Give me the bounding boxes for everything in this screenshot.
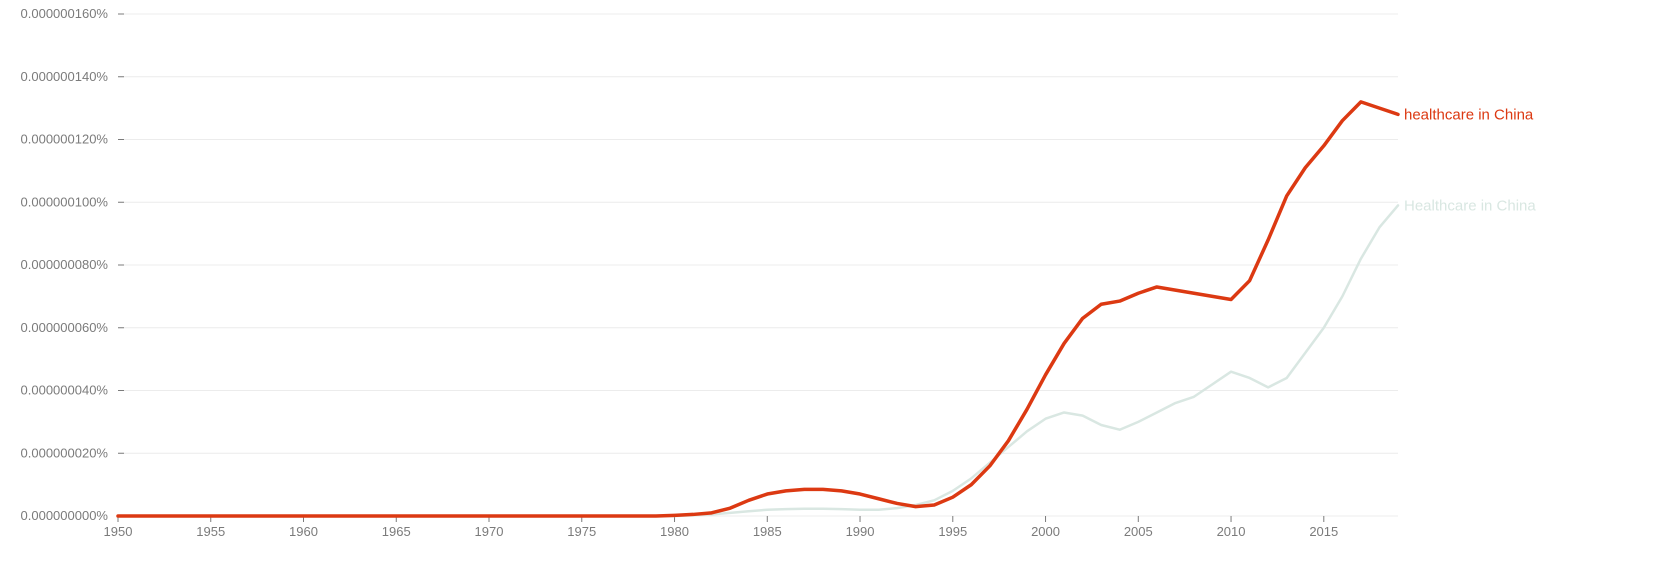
- x-tick-label: 1960: [289, 524, 318, 539]
- y-tick-label: 0.000000140%: [21, 69, 109, 84]
- x-tick-label: 1990: [846, 524, 875, 539]
- y-tick-label: 0.000000000%: [21, 508, 109, 523]
- x-tick-label: 1965: [382, 524, 411, 539]
- chart-svg: 0.000000000% 0.000000020% 0.000000040% 0.00…: [0, 0, 1663, 584]
- x-tick-label: 2010: [1217, 524, 1246, 539]
- x-tick-label: 2005: [1124, 524, 1153, 539]
- x-tick-label: 1975: [567, 524, 596, 539]
- y-tick-label: 0.000000160%: [21, 6, 109, 21]
- y-tick-label: 0.000000100%: [21, 194, 109, 209]
- x-tick-label: 1955: [196, 524, 225, 539]
- y-tick-label: 0.000000120%: [21, 132, 109, 147]
- y-tick-label: 0.000000060%: [21, 320, 109, 335]
- y-tick-label: 0.000000080%: [21, 257, 109, 272]
- y-tick-label: 0.000000020%: [21, 445, 109, 460]
- x-tick-label: 2015: [1309, 524, 1338, 539]
- y-tick-label: 0.000000040%: [21, 383, 109, 398]
- x-tick-label: 1985: [753, 524, 782, 539]
- x-tick-label: 1970: [475, 524, 504, 539]
- x-tick-label: 1995: [938, 524, 967, 539]
- series-label[interactable]: Healthcare in China: [1404, 197, 1536, 214]
- series-label[interactable]: healthcare in China: [1404, 106, 1534, 123]
- x-tick-label: 2000: [1031, 524, 1060, 539]
- x-tick-label: 1980: [660, 524, 689, 539]
- ngram-chart: 0.000000000% 0.000000020% 0.000000040% 0.00…: [0, 0, 1663, 584]
- x-tick-label: 1950: [104, 524, 133, 539]
